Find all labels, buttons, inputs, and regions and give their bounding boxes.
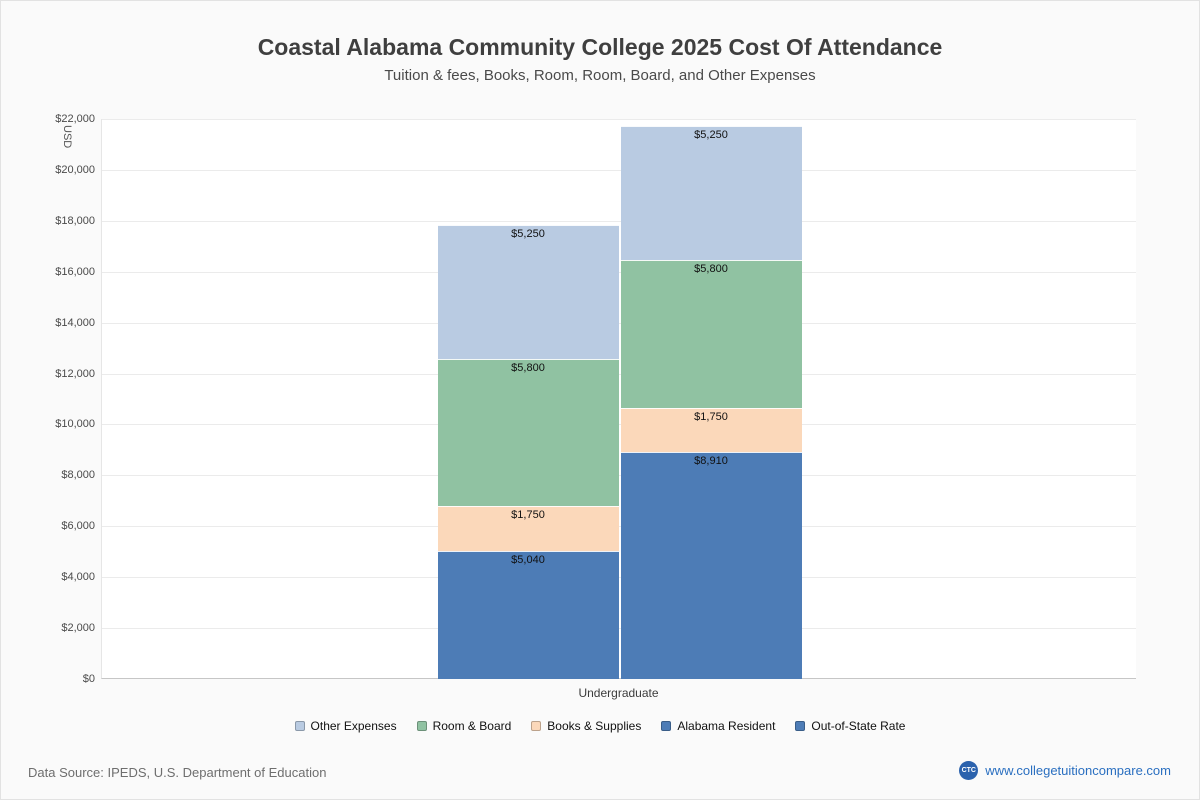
gridline	[102, 424, 1136, 426]
legend-label: Other Expenses	[310, 719, 397, 733]
gridline	[102, 475, 1136, 477]
data-source-text: Data Source: IPEDS, U.S. Department of E…	[28, 765, 327, 780]
bar-segment-room-board[interactable]	[620, 260, 802, 408]
website-link[interactable]: CTC www.collegetuitioncompare.com	[959, 761, 1171, 780]
y-axis-tick-label: $4,000	[61, 571, 95, 584]
chart-legend: Other Expenses Room & Board Books & Suppli…	[1, 719, 1199, 733]
y-axis-tick-label: $2,000	[61, 622, 95, 635]
legend-label: Out-of-State Rate	[811, 719, 906, 733]
gridline	[102, 220, 1136, 222]
legend-swatch	[531, 721, 542, 731]
y-axis-tick-label: $18,000	[55, 214, 95, 227]
bar-segment-value-label: $8,910	[694, 455, 728, 468]
legend-item-alabama-resident[interactable]: Alabama Resident	[661, 719, 775, 733]
gridline	[102, 119, 1136, 120]
chart-title: Coastal Alabama Community College 2025 C…	[257, 34, 943, 60]
gridline	[102, 577, 1136, 579]
gridline	[102, 628, 1136, 630]
y-axis-tick-label: $16,000	[55, 265, 95, 278]
bar-segment-other-expenses[interactable]	[620, 126, 802, 260]
bar-segment-value-label: $5,800	[511, 361, 545, 374]
bar-segment-books-supplies[interactable]	[620, 407, 802, 453]
y-axis-tick-label: $8,000	[61, 469, 95, 482]
y-axis-tick-label: $0	[82, 673, 95, 685]
bar-segment-room-board[interactable]	[437, 358, 619, 507]
gridline	[102, 271, 1136, 273]
legend-item-out-of-state-rate[interactable]: Out-of-State Rate	[795, 719, 905, 733]
legend-swatch	[416, 721, 427, 731]
chart-subtitle: Tuition & fees, Books, Room, Room, Board…	[384, 67, 816, 84]
bar-segment-value-label: $5,250	[511, 227, 545, 240]
y-axis-tick-label: $10,000	[55, 418, 95, 431]
bar-segment-out-of-state-rate[interactable]	[620, 452, 802, 679]
gridline	[102, 373, 1136, 375]
bar-segment-other-expenses[interactable]	[437, 224, 619, 359]
y-axis-tick-label: $14,000	[55, 316, 95, 329]
gridline	[102, 169, 1136, 171]
legend-label: Alabama Resident	[677, 719, 776, 733]
bar-segment-alabama-resident[interactable]	[437, 550, 619, 679]
y-axis-tick-label: $20,000	[55, 163, 95, 176]
y-axis-tick-label: $12,000	[55, 367, 95, 380]
bar-segment-books-supplies[interactable]	[437, 506, 619, 551]
bar-segment-value-label: $1,750	[694, 410, 728, 423]
legend-label: Books & Supplies	[547, 719, 642, 733]
y-axis-tick-label: $22,000	[55, 113, 95, 125]
legend-item-other-expenses[interactable]: Other Expenses	[294, 719, 397, 733]
legend-swatch	[795, 721, 806, 731]
legend-label: Room & Board	[432, 719, 512, 733]
website-url-text: www.collegetuitioncompare.com	[985, 763, 1171, 778]
x-axis-category-label: Undergraduate	[578, 686, 659, 700]
y-axis-title: USD	[61, 125, 73, 149]
y-axis-tick-label: $6,000	[61, 520, 95, 533]
legend-swatch	[661, 721, 672, 731]
bar-segment-value-label: $5,800	[694, 263, 728, 276]
bar-segment-value-label: $5,040	[511, 553, 545, 566]
bar-segment-value-label: $5,250	[694, 129, 728, 142]
plot-area: $5,040 $1,750 $5,800 $5,250 $8,910 $1,750 $5,8…	[101, 119, 1136, 679]
gridline	[102, 322, 1136, 324]
legend-item-books-supplies[interactable]: Books & Supplies	[531, 719, 641, 733]
legend-item-room-board[interactable]: Room & Board	[416, 719, 512, 733]
gridline	[102, 526, 1136, 528]
ctc-logo-icon: CTC	[959, 761, 979, 780]
bar-segment-value-label: $1,750	[511, 509, 545, 522]
legend-swatch	[294, 721, 305, 731]
y-axis-tick-labels: $0 $2,000 $4,000 $6,000 $8,000 $10,000 $12,000…	[1, 113, 95, 685]
